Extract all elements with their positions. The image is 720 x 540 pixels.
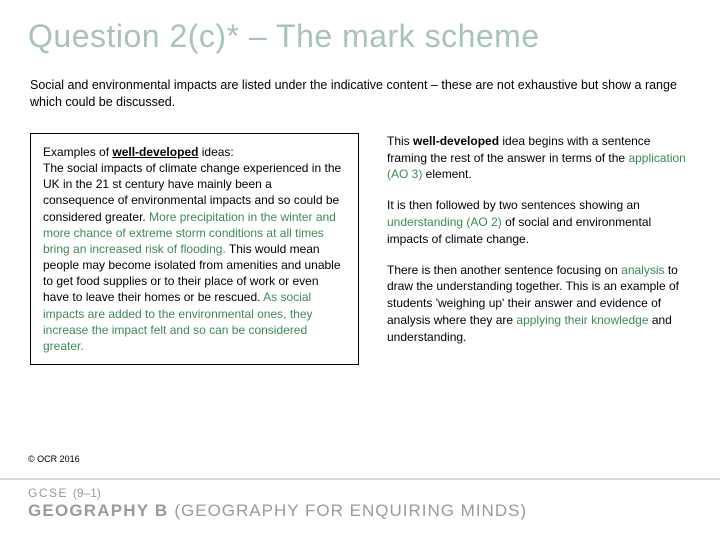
commentary-p1: This well-developed idea begins with a s…: [387, 133, 690, 183]
intro-text: Social and environmental impacts are lis…: [28, 77, 692, 111]
c3a: There is then another sentence focusing …: [387, 263, 621, 277]
slide-title: Question 2(c)* – The mark scheme: [28, 18, 692, 55]
c3b: analysis: [621, 263, 664, 277]
examples-lead: Examples of: [43, 145, 112, 159]
slide: Question 2(c)* – The mark scheme Social …: [0, 0, 720, 540]
subject-b: (GEOGRAPHY FOR ENQUIRING MINDS): [174, 501, 527, 520]
examples-lead-tail: ideas:: [198, 145, 233, 159]
gcse-label: GCSE (9–1): [28, 486, 720, 500]
subject-a: GEOGRAPHY B: [28, 501, 174, 520]
c2a: It is then followed by two sentences sho…: [387, 198, 640, 212]
copyright-text: © OCR 2016: [28, 454, 80, 464]
examples-box: Examples of well-developed ideas: The so…: [30, 133, 359, 365]
commentary-column: This well-developed idea begins with a s…: [387, 133, 690, 365]
content-columns: Examples of well-developed ideas: The so…: [28, 133, 692, 365]
commentary-p3: There is then another sentence focusing …: [387, 262, 690, 346]
c1b: well-developed: [413, 134, 499, 148]
c1e: element.: [422, 167, 471, 181]
subject-title: GEOGRAPHY B (GEOGRAPHY FOR ENQUIRING MIN…: [28, 501, 720, 521]
c3d: applying their knowledge: [516, 313, 648, 327]
gcse-num: (9–1): [73, 486, 101, 500]
c1a: This: [387, 134, 413, 148]
c2b: understanding (AO 2): [387, 215, 502, 229]
examples-lead-bold: well-developed: [112, 145, 198, 159]
gcse-text: GCSE: [28, 486, 73, 500]
commentary-p2: It is then followed by two sentences sho…: [387, 197, 690, 247]
footer-bar: GCSE (9–1) GEOGRAPHY B (GEOGRAPHY FOR EN…: [0, 478, 720, 540]
